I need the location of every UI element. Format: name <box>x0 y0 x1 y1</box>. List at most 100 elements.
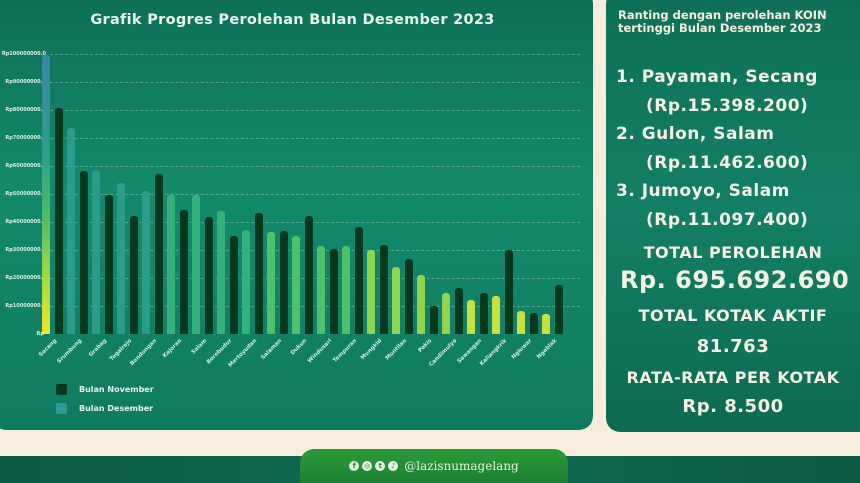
bar-november <box>105 195 113 334</box>
y-axis-tick-label: Rp60000000.0 <box>5 163 46 169</box>
y-axis-tick-label: Rp100000000.0 <box>1 51 46 57</box>
y-axis-tick-label: Rp- <box>36 331 46 337</box>
instagram-icon: ◎ <box>362 461 373 471</box>
bar-desember <box>242 230 250 334</box>
x-axis-category-label: Srumbung <box>56 338 84 365</box>
y-axis-tick-label: Rp20000000.0 <box>5 275 46 281</box>
x-axis-category-label: Salaman <box>260 338 284 362</box>
grid-line <box>50 82 580 83</box>
bar-november <box>230 236 238 334</box>
x-axis-category-label: Muntilan <box>384 338 409 362</box>
rank-2-amount: (Rp.11.462.600) <box>646 153 809 173</box>
bar-november <box>355 227 363 334</box>
grid-line <box>50 278 580 279</box>
bar-november <box>505 250 513 334</box>
rata-rata-label: RATA-RATA PER KOTAK <box>626 368 840 387</box>
bar-november <box>155 174 163 334</box>
total-kotak-value: 81.763 <box>696 336 770 357</box>
bar-november <box>455 288 463 334</box>
legend-swatch-november <box>56 384 67 395</box>
rata-rata-value: Rp. 8.500 <box>682 396 784 417</box>
total-perolehan-label: TOTAL PEROLEHAN <box>643 243 823 262</box>
x-axis-category-label: Candimulyo <box>428 338 459 368</box>
grid-line <box>50 222 580 223</box>
grid-line <box>50 138 580 139</box>
rank-3-amount: (Rp.11.097.400) <box>646 210 809 230</box>
bar-desember <box>442 293 450 334</box>
bar-desember <box>192 195 200 334</box>
bar-november <box>55 108 63 334</box>
x-axis-category-label: Sawangan <box>456 338 484 365</box>
y-axis-tick-label: Rp30000000.0 <box>5 247 46 253</box>
rank-1-place: 1. Payaman, Secang <box>616 67 818 87</box>
x-axis-category-label: Kaliangkrik <box>479 338 509 368</box>
x-axis-category-label: Ngablak <box>536 338 559 361</box>
chart-legend: Bulan November Bulan Desember <box>56 380 154 418</box>
x-axis-category-label: Salam <box>190 338 209 356</box>
bar-desember <box>167 195 175 334</box>
twitter-icon: t <box>375 461 386 471</box>
bar-november <box>130 216 138 334</box>
bar-desember <box>417 274 425 334</box>
x-axis-category-label: Grabag <box>88 338 109 359</box>
x-axis-category-label: Secang <box>38 338 59 359</box>
y-axis-tick-label: Rp50000000.0 <box>5 191 46 197</box>
social-handle: @lazisnumagelang <box>404 459 519 473</box>
heading-line-1: Ranting dengan perolehan KOIN <box>618 8 827 22</box>
legend-swatch-desember <box>56 403 67 414</box>
grid-line <box>50 306 580 307</box>
bar-desember <box>67 127 75 334</box>
bar-desember <box>292 236 300 334</box>
rank-2-place: 2. Gulon, Salam <box>616 124 775 144</box>
bar-november <box>380 244 388 334</box>
y-axis-tick-label: Rp90000000.0 <box>5 79 46 85</box>
legend-label-november: Bulan November <box>79 385 154 394</box>
bar-desember <box>142 190 150 334</box>
bar-november <box>180 209 188 334</box>
info-panel: Ranting dengan perolehan KOIN tertinggi … <box>606 0 860 432</box>
bar-desember <box>267 232 275 334</box>
y-axis-tick-label: Rp70000000.0 <box>5 135 46 141</box>
x-axis-category-label: Borobudur <box>205 338 234 366</box>
bar-desember <box>92 169 100 334</box>
x-axis-category-label: Windusari <box>306 338 334 365</box>
heading-line-2: tertinggi Bulan Desember 2023 <box>618 21 822 35</box>
bar-november <box>330 248 338 334</box>
rank-1-amount: (Rp.15.398.200) <box>646 96 809 116</box>
total-kotak-label: TOTAL KOTAK AKTIF <box>638 306 828 325</box>
bar-chart-plot: Rp- Rp10000000.0 Rp20000000.0 Rp30000000.0 R… <box>2 51 580 369</box>
bar-desember <box>542 314 550 334</box>
bar-desember <box>467 300 475 334</box>
bar-november <box>255 213 263 334</box>
grid-line <box>50 250 580 251</box>
top-ranting-heading: Ranting dengan perolehan KOIN tertinggi … <box>618 9 827 35</box>
bar-november <box>205 216 213 334</box>
legend-label-desember: Bulan Desember <box>79 404 154 413</box>
bar-desember <box>317 246 325 334</box>
x-axis-category-label: Tegalrejo <box>108 338 134 363</box>
bar-desember <box>492 295 500 334</box>
chart-title: Grafik Progres Perolehan Bulan Desember … <box>90 12 495 28</box>
bar-november <box>80 171 88 334</box>
bar-desember <box>392 267 400 334</box>
bar-desember <box>117 183 125 334</box>
x-axis-category-label: Mungkid <box>360 338 384 362</box>
bar-desember <box>42 55 50 334</box>
y-axis-tick-label: Rp80000000.0 <box>5 107 46 113</box>
bar-november <box>430 306 438 334</box>
chart-panel: Grafik Progres Perolehan Bulan Desember … <box>0 0 593 430</box>
y-axis-tick-label: Rp10000000.0 <box>5 303 46 309</box>
x-axis-category-label: Pakis <box>417 338 434 354</box>
social-footer: f ◎ t ♪ @lazisnumagelang <box>300 449 568 483</box>
bar-desember <box>342 246 350 334</box>
legend-item-desember: Bulan Desember <box>56 399 154 418</box>
x-axis-category-label: Kajoran <box>162 338 184 360</box>
x-axis-category-label: Mertoyudan <box>227 338 259 369</box>
bar-november <box>405 258 413 334</box>
legend-item-november: Bulan November <box>56 380 154 399</box>
grid-line <box>50 194 580 195</box>
bar-november <box>305 216 313 334</box>
bar-november <box>480 293 488 334</box>
bar-desember <box>517 311 525 334</box>
